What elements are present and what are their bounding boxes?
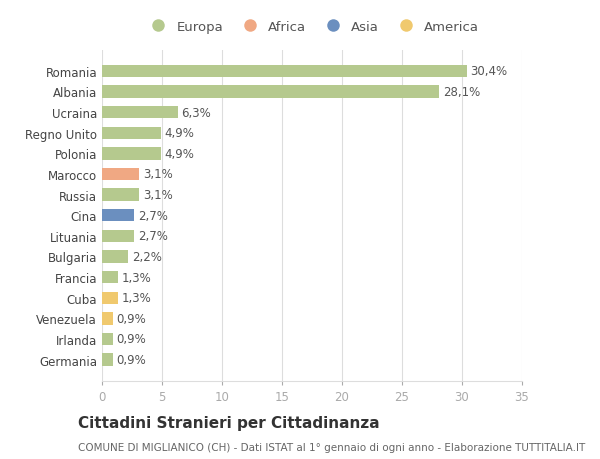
Bar: [102, 106, 178, 119]
Bar: [102, 210, 134, 222]
Bar: [102, 313, 113, 325]
Bar: [102, 66, 467, 78]
Text: 0,9%: 0,9%: [116, 353, 146, 366]
Bar: [102, 148, 161, 160]
Text: COMUNE DI MIGLIANICO (CH) - Dati ISTAT al 1° gennaio di ogni anno - Elaborazione: COMUNE DI MIGLIANICO (CH) - Dati ISTAT a…: [78, 442, 585, 452]
Text: 6,3%: 6,3%: [181, 106, 211, 119]
Text: 3,1%: 3,1%: [143, 189, 173, 202]
Bar: [102, 86, 439, 98]
Text: 2,7%: 2,7%: [138, 230, 168, 243]
Text: 28,1%: 28,1%: [443, 86, 480, 99]
Bar: [102, 189, 139, 202]
Bar: [102, 353, 113, 366]
Bar: [102, 333, 113, 345]
Legend: Europa, Africa, Asia, America: Europa, Africa, Asia, America: [145, 21, 479, 34]
Text: Cittadini Stranieri per Cittadinanza: Cittadini Stranieri per Cittadinanza: [78, 415, 380, 431]
Text: 3,1%: 3,1%: [143, 168, 173, 181]
Text: 4,9%: 4,9%: [164, 147, 194, 161]
Bar: [102, 230, 134, 242]
Text: 4,9%: 4,9%: [164, 127, 194, 140]
Bar: [102, 251, 128, 263]
Text: 2,7%: 2,7%: [138, 209, 168, 222]
Text: 0,9%: 0,9%: [116, 333, 146, 346]
Bar: [102, 292, 118, 304]
Text: 1,3%: 1,3%: [121, 291, 151, 304]
Bar: [102, 127, 161, 140]
Text: 30,4%: 30,4%: [470, 65, 508, 78]
Text: 0,9%: 0,9%: [116, 312, 146, 325]
Bar: [102, 168, 139, 181]
Text: 1,3%: 1,3%: [121, 271, 151, 284]
Bar: [102, 271, 118, 284]
Text: 2,2%: 2,2%: [132, 251, 162, 263]
